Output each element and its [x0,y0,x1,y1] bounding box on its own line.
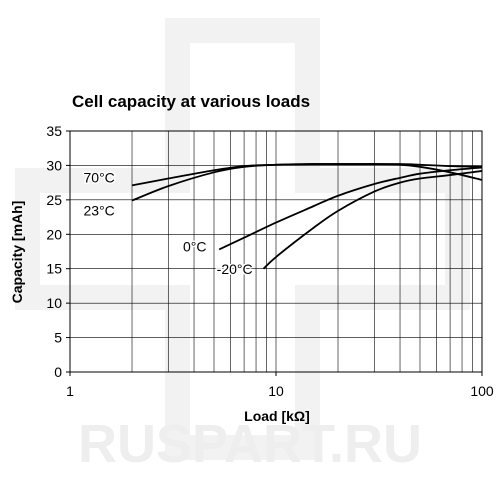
series-label-20c: -20°C [217,261,253,277]
tick-labels: 0 5 10 15 20 25 30 35 1 10 100 [46,123,493,399]
y-tick-label: 15 [46,261,62,277]
y-tick-label: 10 [46,295,62,311]
y-tick-label: 25 [46,192,62,208]
x-tick-label: 100 [470,383,494,399]
series-line-23c [131,163,483,202]
series-line-0c [218,166,483,251]
y-tick-label: 20 [46,226,62,242]
watermark: RUSPART.RU [15,18,470,474]
series-label-70c: 70°C [84,170,115,186]
series-labels: 70°C 23°C 0°C -20°C [82,168,254,279]
y-axis-label: Capacity [mAh] [9,201,25,304]
series-label-23c: 23°C [84,203,115,219]
watermark-text: RUSPART.RU [78,414,422,474]
y-tick-label: 0 [54,364,62,380]
x-tick-label: 1 [66,383,74,399]
y-tick-label: 5 [54,330,62,346]
x-axis-label: Load [kΩ] [244,408,310,424]
series-lines [131,163,483,270]
series-label-0c: 0°C [183,239,207,255]
y-tick-label: 35 [46,123,62,139]
x-tick-label: 10 [268,383,284,399]
y-tick-label: 30 [46,157,62,173]
series-line-20c [262,170,483,270]
axes [66,130,483,376]
chart-title: Cell capacity at various loads [72,92,310,111]
